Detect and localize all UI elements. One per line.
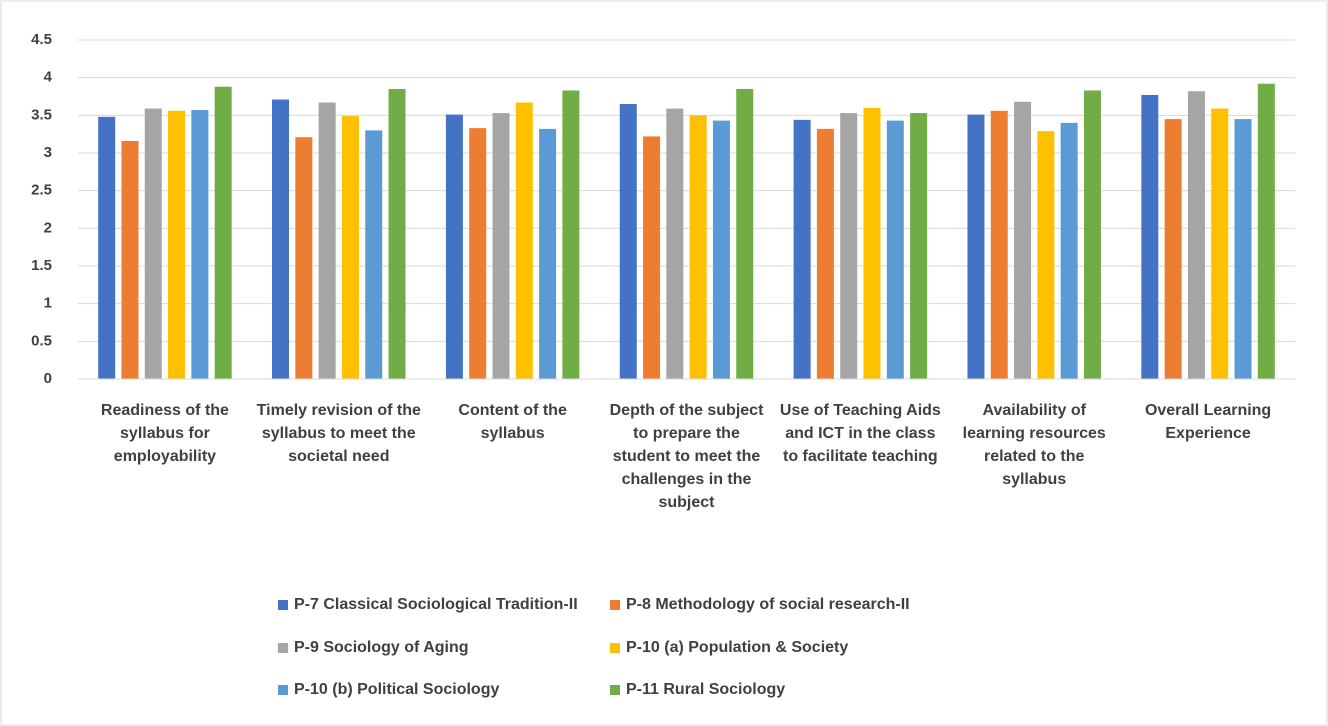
bar — [562, 90, 580, 380]
legend-swatch — [610, 685, 620, 695]
bar — [1014, 101, 1032, 380]
legend-swatch — [278, 600, 288, 610]
label-line: student to meet the — [613, 448, 761, 465]
bar — [272, 99, 290, 379]
legend-label: P-9 Sociology of Aging — [294, 639, 469, 656]
bar — [445, 114, 463, 379]
label-line: syllabus to meet the — [262, 425, 416, 442]
bar — [295, 137, 313, 379]
legend-swatch — [610, 643, 620, 653]
bar — [1037, 131, 1055, 379]
bar — [910, 113, 928, 379]
bar — [318, 102, 336, 379]
label-line: Overall Learning — [1145, 402, 1271, 419]
x-tick-label: Availability of learning resources related… — [963, 402, 1106, 488]
y-tick-label: 2 — [44, 219, 52, 236]
label-line: to prepare the — [633, 425, 740, 442]
bar — [619, 104, 637, 380]
label-line: Readiness of the — [101, 402, 229, 419]
bar — [515, 102, 533, 379]
bar — [643, 136, 661, 379]
x-tick-label: Depth of the subject to prepare the studen… — [610, 402, 764, 511]
y-tick-label: 4.5 — [31, 31, 52, 48]
bar — [1211, 108, 1229, 379]
bar — [539, 128, 557, 379]
x-tick-label: Timely revision of the syllabus to meet t… — [257, 402, 421, 465]
label-line: syllabus — [481, 425, 545, 442]
legend-label: P-10 (b) Political Sociology — [294, 681, 499, 698]
bar — [341, 116, 359, 379]
bar — [144, 108, 162, 379]
label-line: subject — [658, 494, 715, 511]
legend-swatch — [610, 600, 620, 610]
bar — [1164, 119, 1182, 379]
label-line: Availability of — [982, 402, 1086, 419]
x-tick-label: Overall Learning Experience — [1145, 402, 1271, 442]
bar — [492, 113, 510, 379]
label-line: syllabus — [1002, 471, 1066, 488]
label-line: related to the — [984, 448, 1085, 465]
x-tick-label: Readiness of the syllabus for employabilit… — [101, 402, 229, 465]
bar — [365, 130, 383, 379]
label-line: Content of the — [458, 402, 567, 419]
bar — [469, 128, 487, 379]
bar — [666, 108, 684, 379]
legend-swatch — [278, 643, 288, 653]
bar — [214, 86, 232, 379]
bar — [736, 88, 754, 379]
x-tick-label: Content of the syllabus — [458, 402, 567, 442]
label-line: employability — [114, 448, 216, 465]
legend-label: P-7 Classical Sociological Tradition-II — [294, 596, 578, 613]
legend-label: P-10 (a) Population & Society — [626, 639, 848, 656]
bar — [886, 120, 904, 380]
bar — [1234, 119, 1252, 379]
bar — [712, 120, 730, 380]
y-tick-label: 1.5 — [31, 257, 52, 274]
y-tick-label: 2.5 — [31, 182, 52, 199]
bar — [1257, 83, 1275, 380]
bar — [1141, 94, 1159, 379]
bar — [121, 140, 139, 379]
bar — [967, 114, 985, 379]
label-line: Depth of the subject — [610, 402, 764, 419]
bar — [1060, 122, 1078, 379]
legend-swatch — [278, 685, 288, 695]
y-tick-label: 0.5 — [31, 332, 52, 349]
label-line: Experience — [1165, 425, 1250, 442]
bar — [816, 128, 834, 379]
label-line: syllabus for — [120, 425, 210, 442]
bar — [168, 110, 186, 380]
y-tick-label: 4 — [44, 69, 53, 86]
label-line: societal need — [288, 448, 389, 465]
bar — [793, 119, 811, 379]
y-tick-label: 3.5 — [31, 106, 52, 123]
label-line: challenges in the — [622, 471, 752, 488]
legend-label: P-8 Methodology of social research-II — [626, 596, 910, 613]
x-tick-label: Use of Teaching Aids and ICT in the class… — [780, 402, 941, 465]
bar — [98, 116, 116, 379]
y-tick-label: 3 — [44, 144, 52, 161]
bar — [388, 88, 406, 379]
bar — [191, 110, 209, 379]
bar — [840, 113, 858, 379]
label-line: Timely revision of the — [257, 402, 421, 419]
bar — [1187, 91, 1205, 379]
label-line: Use of Teaching Aids — [780, 402, 941, 419]
y-tick-label: 0 — [44, 370, 52, 387]
bar — [863, 107, 881, 380]
bar — [1083, 90, 1101, 380]
bar — [689, 115, 707, 379]
label-line: to facilitate teaching — [783, 448, 938, 465]
label-line: learning resources — [963, 425, 1106, 442]
y-tick-label: 1 — [44, 295, 52, 312]
legend-label: P-11 Rural Sociology — [626, 681, 785, 698]
bar — [990, 110, 1008, 380]
label-line: and ICT in the class — [785, 425, 935, 442]
